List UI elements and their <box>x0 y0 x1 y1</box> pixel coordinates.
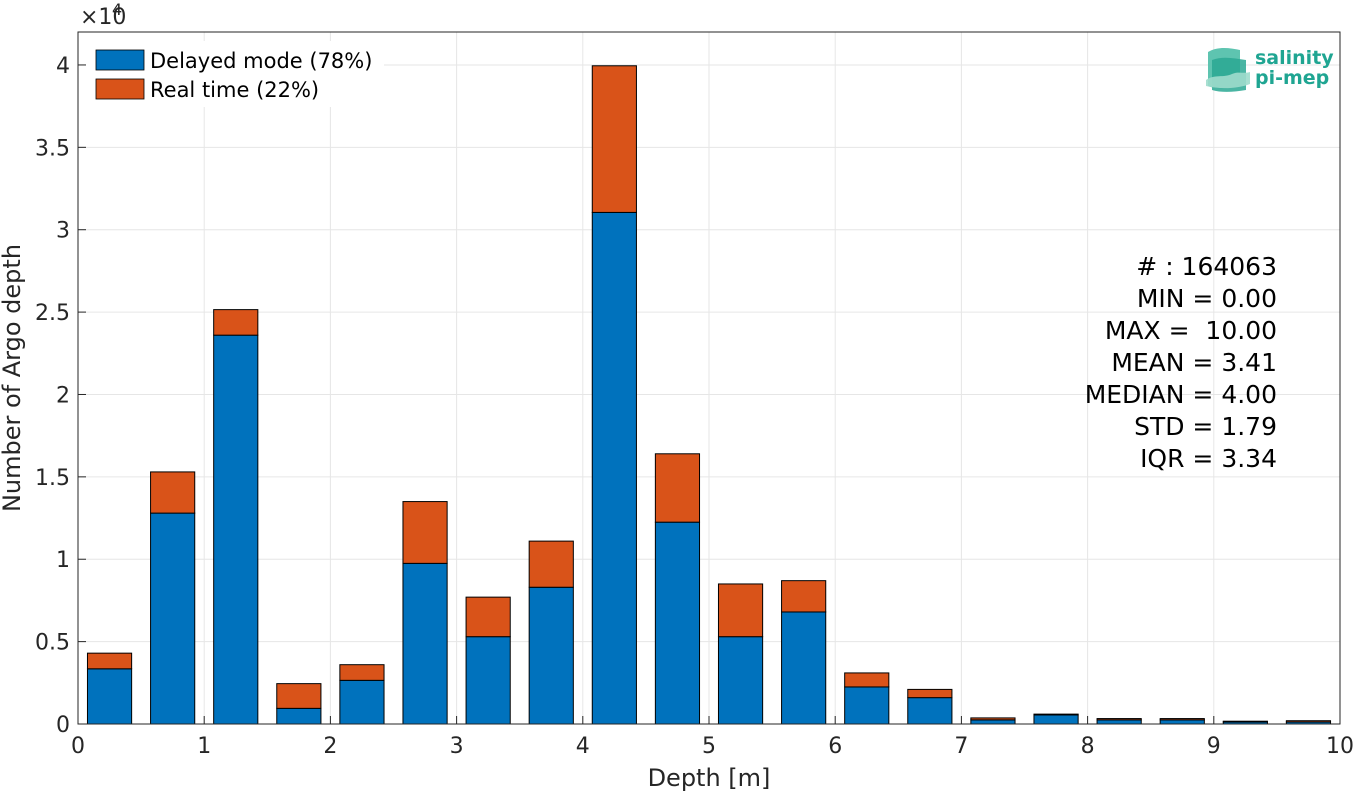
bar-delayed-mode <box>717 636 764 725</box>
bar-delayed-mode <box>1096 719 1142 725</box>
bar-real-time <box>402 501 448 564</box>
bar-delayed-mode <box>970 719 1016 725</box>
bar-real-time <box>1222 720 1268 723</box>
bar-real-time <box>86 652 133 670</box>
bar-real-time <box>717 583 764 638</box>
legend-swatch-realtime <box>95 78 145 100</box>
x-tick-label: 9 <box>1207 734 1221 759</box>
bar-delayed-mode <box>86 668 133 725</box>
bar-real-time <box>1096 718 1142 721</box>
x-tick-label: 4 <box>576 734 590 759</box>
x-tick-label: 5 <box>702 734 716 759</box>
x-tick-label: 6 <box>828 734 842 759</box>
bar-real-time <box>1159 718 1205 721</box>
legend: Delayed mode (78%) Real time (22%) <box>86 41 384 107</box>
bar-delayed-mode <box>591 211 637 725</box>
bar-delayed-mode <box>213 334 259 725</box>
bar-real-time <box>465 596 511 638</box>
stats-line: MIN = 0.00 <box>1137 284 1277 313</box>
x-axis-label: Depth [m] <box>648 764 771 792</box>
y-axis-label: Number of Argo depth <box>0 244 26 512</box>
y-tick-label: 0.5 <box>35 631 70 656</box>
bar-real-time <box>1285 720 1332 723</box>
wave-logo-icon <box>1206 48 1250 92</box>
bar-real-time <box>150 471 196 514</box>
y-axis-ticks: 0 0.5 1 1.5 2 2.5 3 3.5 4 <box>35 54 86 738</box>
stats-line: MEDIAN = 4.00 <box>1085 380 1277 409</box>
bar-delayed-mode <box>1159 719 1205 725</box>
bar-delayed-mode <box>150 512 196 725</box>
x-tick-label: 7 <box>954 734 968 759</box>
y-tick-label: 1.5 <box>35 466 70 491</box>
x-tick-label: 8 <box>1081 734 1095 759</box>
stats-line: IQR = 3.34 <box>1140 444 1277 473</box>
bar-series <box>86 65 1332 725</box>
bar-real-time <box>339 664 385 681</box>
x-tick-label: 3 <box>450 734 464 759</box>
bar-real-time <box>528 540 574 588</box>
bar-real-time <box>970 717 1016 721</box>
bar-delayed-mode <box>907 697 953 725</box>
legend-label-realtime: Real time (22%) <box>150 78 319 102</box>
x-axis-ticks: 0 1 2 3 4 5 6 7 8 9 10 <box>71 716 1354 759</box>
y-tick-label: 4 <box>56 54 70 79</box>
x-tick-label: 1 <box>197 734 211 759</box>
bar-real-time <box>844 672 890 688</box>
bar-delayed-mode <box>1033 714 1079 725</box>
bar-real-time <box>1033 713 1079 716</box>
y-exponent-base: ×10 <box>80 5 126 30</box>
bar-delayed-mode <box>276 707 322 725</box>
x-tick-label: 2 <box>323 734 337 759</box>
grid-lines <box>77 32 1341 725</box>
bar-real-time <box>907 688 953 699</box>
x-tick-label: 10 <box>1326 734 1354 759</box>
legend-swatch-delayed <box>95 49 145 71</box>
y-tick-label: 3 <box>56 219 70 244</box>
y-tick-label: 3.5 <box>35 136 70 161</box>
stats-line: MEAN = 3.41 <box>1111 348 1277 377</box>
bar-real-time <box>654 453 701 523</box>
bar-delayed-mode <box>654 521 701 725</box>
y-tick-label: 2 <box>56 383 70 408</box>
bar-real-time <box>276 683 322 709</box>
bar-real-time <box>591 65 637 213</box>
stats-line: MAX = 10.00 <box>1105 316 1277 345</box>
logo-line2: pi-mep <box>1255 67 1329 89</box>
y-tick-label: 1 <box>56 548 70 573</box>
x-tick-label: 0 <box>71 734 85 759</box>
stats-line: # : 164063 <box>1136 252 1277 281</box>
legend-label-delayed: Delayed mode (78%) <box>150 49 372 73</box>
bar-delayed-mode <box>528 586 574 725</box>
y-tick-label: 2.5 <box>35 301 70 326</box>
bar-delayed-mode <box>339 679 385 725</box>
stats-annotation: # : 164063 MIN = 0.00 MAX = 10.00 MEAN = 3.… <box>1085 252 1277 473</box>
bar-delayed-mode <box>402 562 448 725</box>
logo-line1: salinity <box>1255 47 1334 69</box>
bar-delayed-mode <box>844 686 890 725</box>
bar-delayed-mode <box>465 636 511 725</box>
salinity-pi-mep-logo: salinity pi-mep <box>1206 47 1334 92</box>
y-exponent-power: 4 <box>112 0 122 19</box>
stats-line: STD = 1.79 <box>1134 412 1277 441</box>
bar-delayed-mode <box>781 611 827 725</box>
bar-real-time <box>213 309 259 336</box>
y-tick-label: 0 <box>56 713 70 738</box>
bar-real-time <box>781 580 827 613</box>
